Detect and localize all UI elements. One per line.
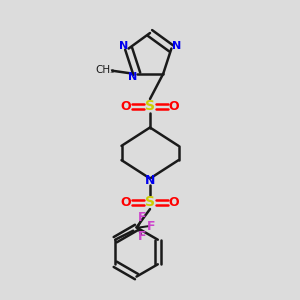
Text: F: F [138, 230, 146, 243]
Text: N: N [145, 174, 155, 188]
Text: CH₃: CH₃ [96, 65, 115, 75]
Text: F: F [138, 211, 146, 224]
Text: F: F [147, 220, 155, 233]
Text: O: O [121, 100, 131, 113]
Text: S: S [145, 100, 155, 113]
Text: O: O [169, 100, 179, 113]
Text: O: O [121, 196, 131, 209]
Text: O: O [169, 196, 179, 209]
Text: N: N [172, 41, 182, 51]
Text: S: S [145, 196, 155, 209]
Text: N: N [128, 72, 137, 82]
Text: N: N [118, 41, 128, 51]
